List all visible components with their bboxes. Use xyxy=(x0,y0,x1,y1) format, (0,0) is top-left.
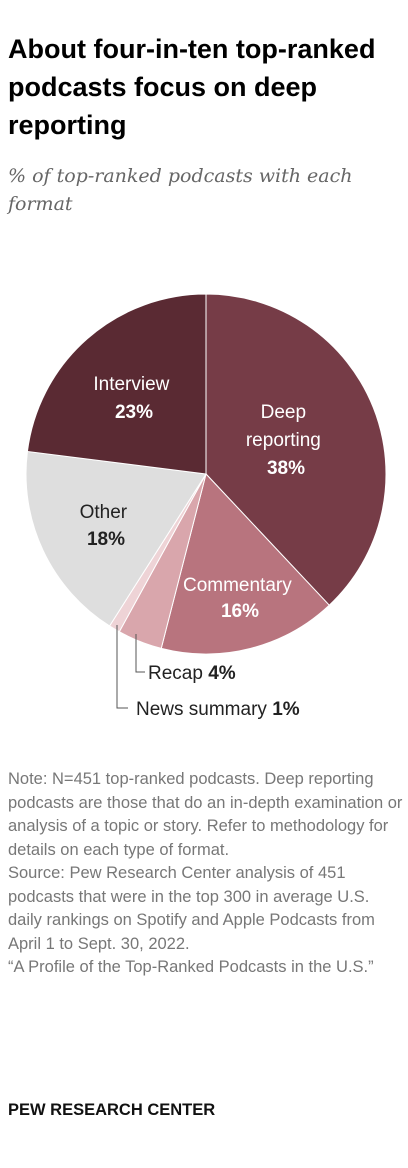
recap-leader-line xyxy=(135,634,145,673)
commentary-label: Commentary 16% xyxy=(183,575,297,622)
news-summary-label: News summary 1% xyxy=(136,699,300,720)
pie-slice-interview xyxy=(26,293,207,475)
pie-slice-commentary xyxy=(160,472,330,655)
pie-chart: Deep reporting 38% Commentary 16% Other … xyxy=(25,293,387,720)
pie-slice-other xyxy=(25,450,207,627)
notes: Note: N=451 top-ranked podcasts. Deep re… xyxy=(8,768,403,980)
note-text: Note: N=451 top-ranked podcasts. Deep re… xyxy=(8,770,403,859)
news-summary-leader-line xyxy=(116,625,128,709)
source-text: Source: Pew Research Center analysis of … xyxy=(8,864,375,953)
chart-title: About four-in-ten top-ranked podcasts fo… xyxy=(8,34,376,140)
interview-label: Interview 23% xyxy=(93,374,174,423)
report-title: “A Profile of the Top-Ranked Podcasts in… xyxy=(8,958,374,976)
pie-slice-deep-reporting xyxy=(205,293,387,606)
recap-label: Recap 4% xyxy=(148,663,236,684)
deep-reporting-label: Deep reporting 38% xyxy=(246,402,326,479)
footer-brand: PEW RESEARCH CENTER xyxy=(8,1101,216,1119)
pie-slices xyxy=(25,293,387,655)
chart-subtitle: % of top-ranked podcasts with each forma… xyxy=(8,165,353,215)
other-label: Other 18% xyxy=(80,502,133,550)
